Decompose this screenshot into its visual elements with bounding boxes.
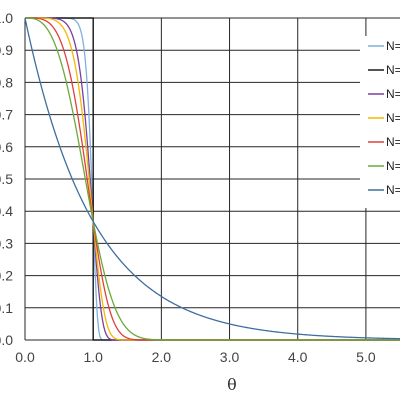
y-tick-label: 0.2 bbox=[0, 268, 13, 284]
x-tick-label: 2.0 bbox=[152, 349, 172, 365]
series-group bbox=[24, 17, 400, 341]
x-tick-label: 3.0 bbox=[220, 349, 240, 365]
legend-label: N= bbox=[386, 111, 400, 125]
legend-label: N= bbox=[386, 63, 400, 77]
x-tick-label: 5.0 bbox=[356, 349, 376, 365]
x-tick-label: 0.0 bbox=[15, 349, 35, 365]
y-tick-label: 0.8 bbox=[0, 74, 13, 90]
y-tick-label: 0.4 bbox=[0, 203, 13, 219]
y-tick-labels: 0.0 0.1 0.2 0.3 0.4 0.5 0.6 0.7 0.8 0.9 1.0 bbox=[0, 10, 13, 348]
legend-label: N= bbox=[386, 183, 400, 197]
legend-label: N= bbox=[386, 135, 400, 149]
x-axis-title: θ bbox=[227, 375, 237, 394]
y-tick-label: 0.0 bbox=[0, 332, 13, 348]
legend-label: N= bbox=[386, 39, 400, 53]
legend: N= N= N= N= N= N= N= bbox=[360, 36, 400, 208]
y-tick-label: 0.6 bbox=[0, 139, 13, 155]
y-tick-label: 1.0 bbox=[0, 10, 13, 26]
x-tick-label: 1.0 bbox=[83, 349, 103, 365]
legend-label: N= bbox=[386, 159, 400, 173]
y-tick-label: 0.1 bbox=[0, 300, 13, 316]
x-tick-label: 4.0 bbox=[288, 349, 308, 365]
series-line-6 bbox=[25, 17, 400, 341]
y-tick-label: 0.3 bbox=[0, 235, 13, 251]
y-tick-label: 0.7 bbox=[0, 107, 13, 123]
legend-label: N= bbox=[386, 87, 400, 101]
y-tick-label: 0.5 bbox=[0, 171, 13, 187]
series-line-7 bbox=[24, 17, 400, 340]
grid bbox=[24, 17, 400, 341]
y-tick-label: 0.9 bbox=[0, 42, 13, 58]
legend-box bbox=[360, 36, 400, 208]
x-tick-labels: 0.0 1.0 2.0 3.0 4.0 5.0 bbox=[15, 349, 376, 365]
